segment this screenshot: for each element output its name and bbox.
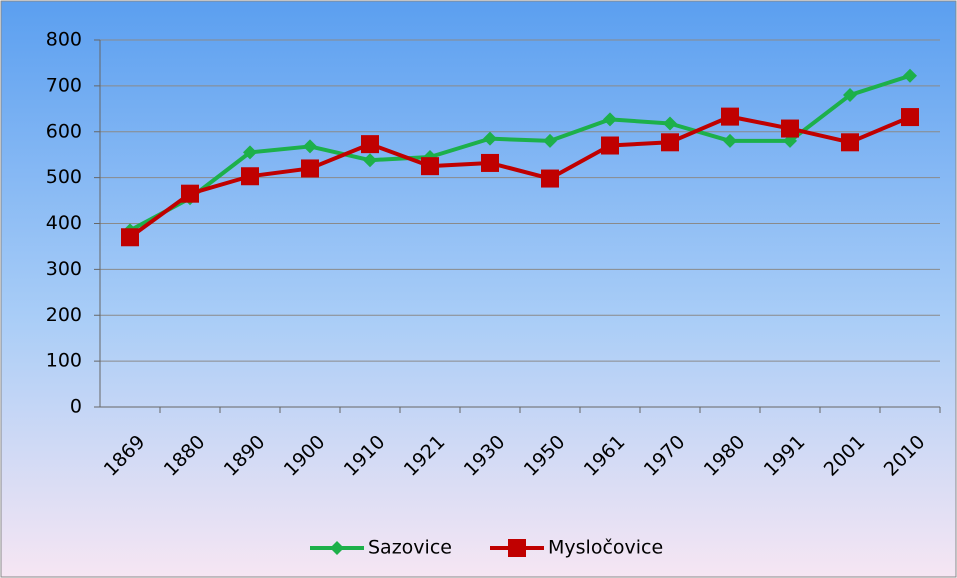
point-marker [541, 169, 559, 188]
point-marker [721, 107, 739, 126]
series-line [129, 73, 911, 233]
point-marker [481, 153, 499, 172]
point-marker [181, 184, 199, 203]
y-tick-label: 600 [46, 120, 82, 142]
y-tick-label: 400 [46, 212, 82, 234]
point-marker [601, 136, 619, 155]
y-tick-label: 500 [46, 166, 82, 188]
y-tick-label: 200 [46, 304, 82, 326]
y-tick-label: 800 [46, 29, 82, 51]
y-tick-label: 300 [46, 258, 82, 280]
point-marker [661, 133, 679, 152]
series-line [128, 114, 911, 239]
point-marker [903, 68, 917, 83]
point-marker [363, 153, 377, 168]
point-marker [301, 159, 319, 178]
point-marker [663, 116, 677, 131]
point-marker [241, 167, 259, 186]
point-marker [508, 539, 526, 557]
point-marker [421, 157, 439, 176]
y-tick-label: 0 [70, 396, 82, 418]
point-marker [483, 131, 497, 146]
legend-label: Mysločovice [548, 537, 663, 559]
point-marker [723, 133, 737, 148]
point-marker [603, 112, 617, 127]
point-marker [303, 139, 317, 154]
point-marker [781, 119, 799, 138]
point-marker [243, 145, 257, 160]
legend-label: Sazovice [368, 537, 452, 559]
point-marker [121, 228, 139, 247]
y-tick-label: 100 [46, 350, 82, 372]
point-marker [901, 108, 919, 127]
point-marker [843, 88, 857, 103]
point-marker [361, 135, 379, 154]
point-marker [330, 541, 344, 555]
point-marker [841, 133, 859, 152]
point-marker [543, 133, 557, 148]
y-tick-label: 700 [46, 74, 82, 96]
